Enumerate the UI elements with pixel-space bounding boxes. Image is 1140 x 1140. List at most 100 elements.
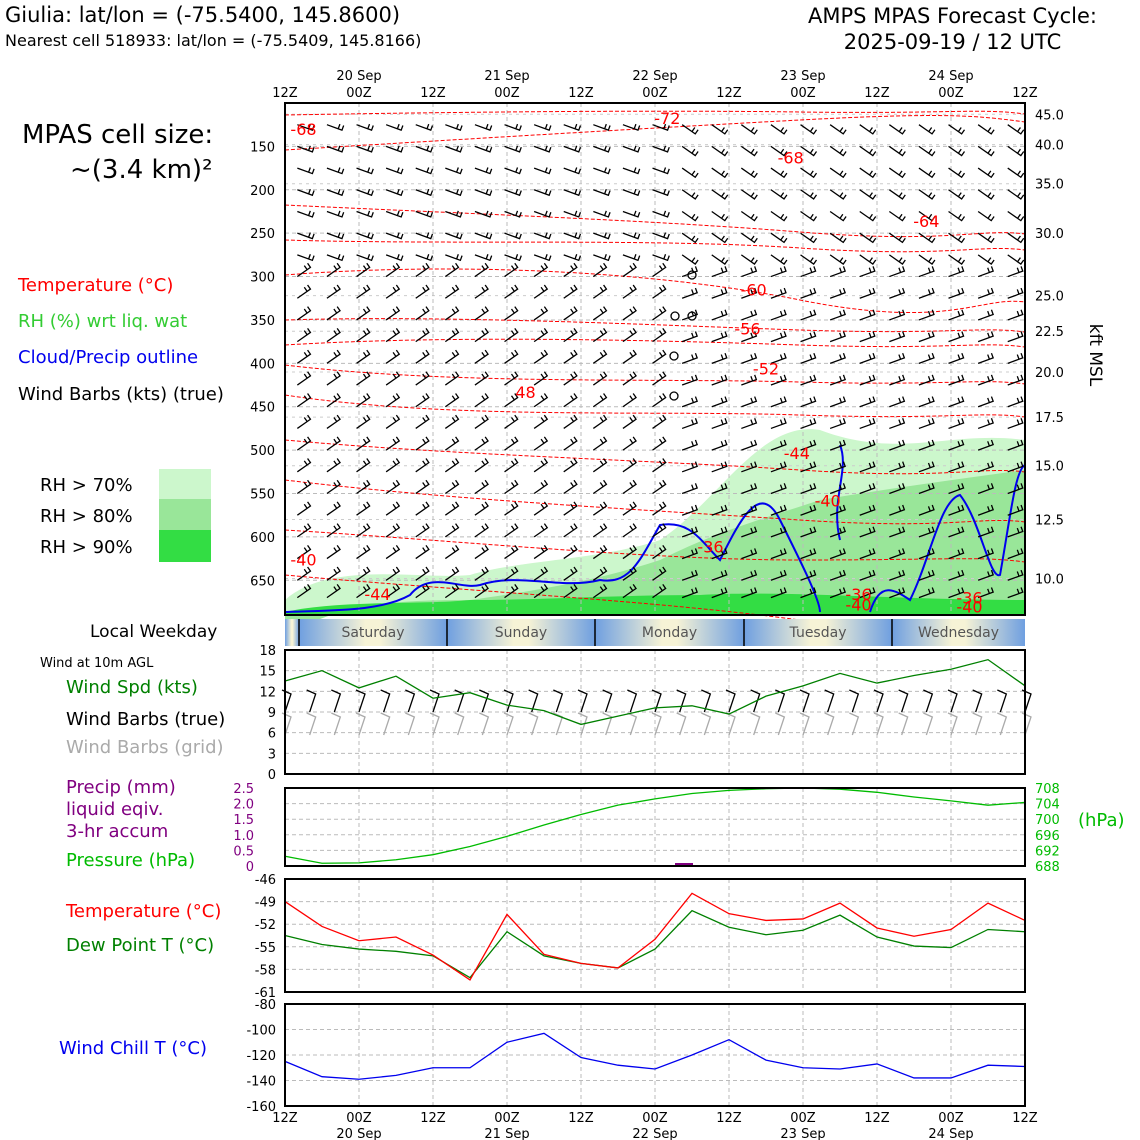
wind-barb bbox=[829, 374, 847, 386]
wind-chill-line bbox=[284, 1032, 1026, 1080]
wind-barb bbox=[652, 544, 667, 560]
temperature-label: Temperature (°C) bbox=[66, 901, 222, 922]
wind-barb bbox=[977, 331, 995, 343]
wind-barb bbox=[681, 254, 699, 265]
wind-barb-true bbox=[602, 689, 613, 713]
wind-barb bbox=[326, 583, 341, 599]
wind-barb bbox=[474, 349, 489, 364]
wind-barb-grid bbox=[602, 712, 613, 736]
wind-barb bbox=[681, 189, 699, 200]
wind-chill-label: Wind Chill T (°C) bbox=[59, 1038, 207, 1059]
wind-barb bbox=[504, 145, 522, 153]
wind-barb bbox=[385, 262, 401, 278]
wind-barb bbox=[740, 167, 758, 179]
wind-barb-true bbox=[553, 689, 564, 713]
wind-barb bbox=[770, 504, 787, 516]
wind-barb bbox=[770, 352, 787, 364]
temperature-contour bbox=[284, 115, 1026, 151]
wind-barb bbox=[889, 396, 906, 408]
wind-barb bbox=[800, 254, 818, 265]
wind-barb bbox=[888, 232, 906, 244]
wind-barb-true bbox=[355, 689, 366, 713]
wind-barb bbox=[444, 284, 460, 299]
wind-barb bbox=[474, 393, 489, 408]
wind-barb bbox=[385, 544, 401, 560]
wind-barb bbox=[622, 371, 637, 386]
wind-barb bbox=[681, 548, 699, 560]
wind-barb bbox=[356, 501, 371, 516]
wind-barb bbox=[533, 327, 549, 343]
wind-barb bbox=[740, 189, 758, 200]
wind-barb bbox=[415, 479, 430, 495]
wind-barb bbox=[977, 504, 995, 516]
wind-barb bbox=[444, 371, 460, 386]
wind-barb-grid bbox=[429, 712, 440, 736]
wind-barb bbox=[741, 504, 758, 516]
wind-barb bbox=[888, 145, 906, 157]
wind-barb bbox=[652, 262, 667, 278]
temperature-contour-label: 48 bbox=[515, 383, 535, 402]
wind-barb bbox=[415, 284, 430, 299]
wind-barb bbox=[326, 371, 341, 386]
wind-barb bbox=[356, 284, 371, 299]
wind-barb-grid bbox=[947, 712, 958, 736]
temperature-contour-label: -40 bbox=[956, 597, 982, 616]
wind-barb bbox=[504, 501, 519, 516]
wind-barb bbox=[829, 352, 847, 364]
wind-barb bbox=[741, 587, 758, 599]
wind-barb bbox=[859, 232, 877, 244]
kft-axis-label: kft MSL bbox=[1085, 324, 1105, 387]
wind-barb-true bbox=[627, 689, 638, 713]
wind-barb bbox=[474, 501, 489, 516]
wind-barb bbox=[622, 123, 641, 132]
wind-barb bbox=[296, 284, 312, 299]
wind-barb bbox=[888, 210, 906, 222]
wind-barb bbox=[474, 544, 489, 560]
wind-barb bbox=[918, 548, 935, 560]
wind-barb bbox=[859, 352, 876, 364]
wind-barb-grid bbox=[898, 712, 909, 736]
wind-barb bbox=[977, 374, 995, 386]
wind-barb bbox=[889, 483, 906, 495]
wind-barb bbox=[385, 145, 404, 153]
wind-barb bbox=[326, 544, 341, 560]
wind-barb bbox=[889, 331, 906, 343]
wind-barb-true bbox=[1021, 689, 1032, 713]
wind-barb bbox=[948, 352, 965, 364]
wind-barb bbox=[533, 479, 549, 495]
precip-tick-label: 0 bbox=[246, 860, 254, 875]
wind-barb bbox=[800, 569, 817, 581]
wind-barb bbox=[385, 436, 401, 451]
wind-barb bbox=[296, 523, 312, 538]
forecast-cycle-title: AMPS MPAS Forecast Cycle: 2025-09-19 / 1… bbox=[770, 3, 1135, 55]
wind-barb bbox=[474, 458, 489, 473]
wind-barb bbox=[622, 254, 641, 262]
bottom-day-tick: 23 Sep bbox=[780, 1127, 825, 1140]
wind-barb bbox=[770, 189, 788, 200]
wind-barb bbox=[829, 483, 847, 495]
wind-barb bbox=[504, 262, 519, 278]
temp-panel-frame bbox=[284, 878, 1026, 993]
wind-barb bbox=[711, 461, 728, 473]
wind-barb-true bbox=[380, 689, 391, 713]
wind-barb bbox=[711, 309, 728, 321]
wind-barb bbox=[356, 262, 371, 278]
wind-barb bbox=[444, 501, 460, 516]
temperature-contour-label: -44 bbox=[364, 585, 390, 604]
wind-barb bbox=[504, 436, 519, 451]
wind-barb bbox=[444, 479, 460, 495]
wind-barb bbox=[504, 458, 519, 473]
pressure-tick-label: 650 bbox=[250, 574, 275, 589]
top-hour-tick: 12Z bbox=[272, 86, 298, 101]
wind-barb bbox=[563, 458, 578, 473]
wind-barb bbox=[445, 254, 463, 262]
wind-barb bbox=[563, 145, 582, 153]
wind-barb bbox=[474, 306, 489, 321]
precip-tick-label: 0.5 bbox=[233, 844, 254, 859]
wind-barb bbox=[474, 284, 489, 299]
top-day-tick: 22 Sep bbox=[632, 69, 677, 84]
wind-barb bbox=[1007, 266, 1024, 278]
wind-barb-grid bbox=[676, 712, 687, 736]
temperature-contour-label: -40 bbox=[845, 596, 871, 615]
wind-panel-tick-label: 15 bbox=[259, 665, 276, 680]
